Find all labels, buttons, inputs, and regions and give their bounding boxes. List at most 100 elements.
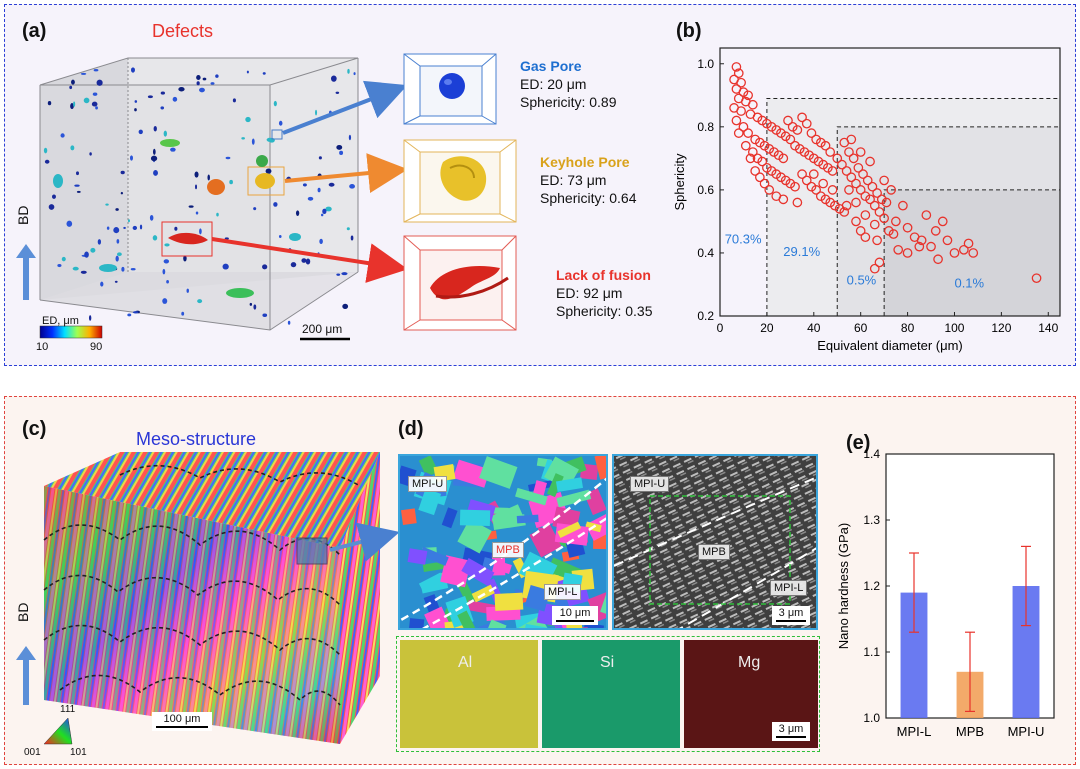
scatter-point: [879, 175, 889, 186]
ebsd-grain: [607, 566, 608, 582]
scatter-point: [855, 147, 866, 157]
colorbar-label: ED, μm: [42, 315, 79, 327]
panel-a-label: (a): [22, 20, 47, 42]
pore-dot: [44, 159, 50, 164]
pore-dot: [93, 69, 99, 72]
ipf-001: 001: [24, 747, 41, 758]
sem-mpi-l-label: MPI-L: [770, 580, 808, 596]
pore-dot: [95, 106, 98, 110]
pore-dot: [163, 259, 170, 264]
pore-dot: [265, 168, 272, 174]
pore-dot: [290, 262, 297, 268]
region-label: 0.5%: [847, 272, 877, 287]
region-boundary: [883, 189, 1060, 316]
ebsd-grain: [484, 619, 507, 628]
eds-al-map: Al: [400, 640, 538, 748]
scatter-point: [755, 172, 765, 183]
ebsd-mpb-label: MPB: [492, 542, 524, 558]
ebsd-mpi-l-label: MPI-L: [544, 584, 582, 600]
pore-dot: [83, 97, 90, 104]
scatter-point: [874, 257, 885, 268]
ebsd-grain: [594, 456, 606, 480]
pore-dot: [335, 91, 340, 94]
pore-dot: [76, 190, 81, 193]
scatter-point: [733, 128, 744, 138]
scatter-point: [872, 235, 882, 246]
pore-dot: [183, 255, 187, 262]
scatter-point: [860, 210, 871, 220]
pore-dot: [80, 72, 87, 75]
scatter-point: [792, 197, 803, 208]
scatter-point: [731, 115, 742, 126]
pore-dot: [162, 268, 166, 275]
ebsd-grain: [418, 488, 442, 516]
ebsd-grain: [440, 555, 471, 588]
region-boundary: [836, 126, 1060, 316]
scatter-point: [846, 134, 857, 145]
ebsd-grain: [490, 504, 524, 530]
pore-dot: [60, 133, 65, 138]
pore-dot: [194, 171, 199, 178]
pore-dot: [130, 67, 135, 73]
region-label: 0.1%: [954, 276, 984, 291]
pore-dot: [342, 303, 349, 309]
pore-dot: [100, 281, 104, 287]
x-tick-label: 120: [991, 321, 1011, 335]
ebsd-grain: [408, 618, 425, 628]
pore-dot: [241, 137, 245, 140]
pore-dot: [48, 204, 55, 210]
scatter-point: [872, 188, 882, 198]
ebsd-grain: [441, 507, 458, 529]
pore-dot: [341, 272, 348, 276]
pore-dot: [317, 187, 321, 193]
scatter-point: [736, 77, 746, 88]
keyhole-pore-name: Keyhole Pore: [540, 154, 630, 170]
pore-dot: [273, 100, 277, 107]
scatter-point: [862, 175, 873, 186]
panel-a-scalebar: 200 μm: [302, 322, 343, 336]
pore-dot: [117, 252, 122, 257]
pore-dot: [132, 311, 139, 314]
ipf-111: 111: [60, 704, 76, 715]
lack-of-fusion-ed: ED: 92 μm: [556, 285, 623, 301]
gas-pore-sphericity: Sphericity: 0.89: [520, 94, 617, 110]
panel-c-scalebar-text: 100 μm: [163, 713, 201, 725]
pore-dot: [196, 74, 201, 81]
nano-hardness-bar-chart: MPI-L MPB MPI-U 1.0 1.1 1.2 1.3 1.4 Nano hardnes…: [836, 447, 1055, 739]
ebsd-grain: [555, 477, 584, 493]
pore-dot: [163, 130, 168, 137]
pore-dot: [196, 81, 200, 86]
pore-dot: [114, 280, 118, 283]
scatter-point: [902, 248, 913, 258]
pore-dot: [73, 101, 76, 107]
pore-dot: [202, 77, 207, 81]
scatter-point: [942, 235, 953, 246]
bar-y-tick-label: 1.2: [863, 579, 880, 593]
panel-e-label: (e): [846, 432, 871, 454]
pore-dot: [57, 264, 62, 268]
pore-dot: [325, 206, 332, 212]
pore-dot: [266, 137, 273, 142]
pore-dot: [105, 203, 109, 206]
pore-dot: [97, 239, 102, 245]
scatter-point: [851, 216, 861, 227]
pore-dot: [318, 156, 322, 160]
colorbar-max: 90: [90, 341, 103, 353]
pore-dot: [166, 279, 169, 284]
scatter-point: [853, 162, 864, 173]
pore-dot: [96, 79, 103, 86]
pore-dot: [160, 106, 165, 110]
pore-dot: [210, 82, 215, 85]
pore-dot: [153, 170, 158, 176]
pore-dot: [164, 243, 170, 247]
sem-mpi-u-label: MPI-U: [630, 476, 670, 492]
pore-dot: [91, 101, 98, 107]
eds-si-label: Si: [600, 654, 615, 671]
scatter-point: [778, 153, 789, 164]
ebsd-grain: [400, 508, 417, 525]
colorbar-min: 10: [36, 341, 49, 353]
pore-dot: [120, 191, 124, 195]
panel-c-label: (c): [22, 418, 47, 440]
pore-dot: [315, 109, 318, 116]
scatter-point: [937, 216, 948, 227]
